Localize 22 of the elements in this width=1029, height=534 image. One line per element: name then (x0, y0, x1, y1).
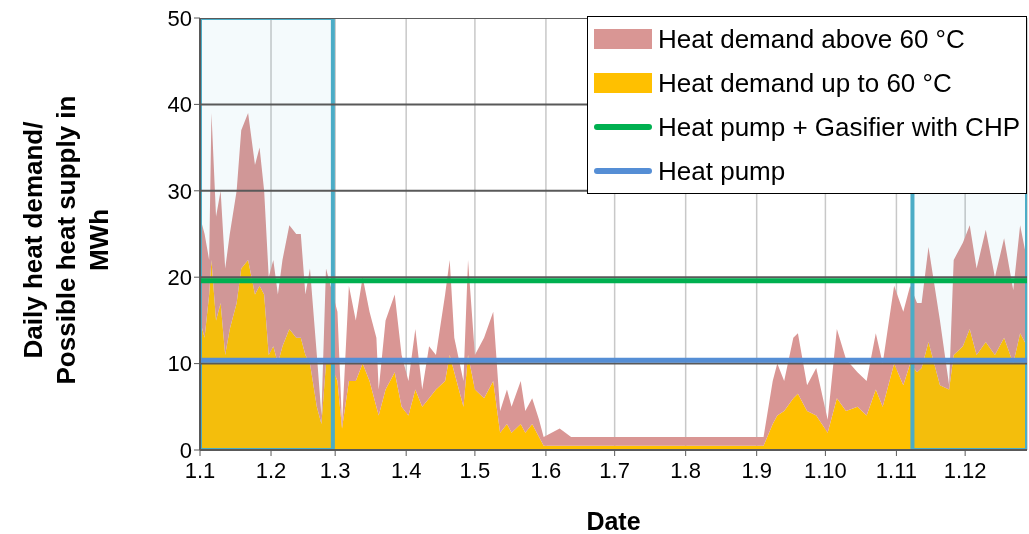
x-tick-label: 1.5 (459, 457, 491, 483)
legend-label: Heat pump (658, 155, 786, 188)
y-tick-label: 20 (167, 265, 192, 291)
y-tick-label: 40 (167, 92, 192, 118)
x-tick-label: 1.12 (943, 457, 987, 483)
x-tick-label: 1.4 (390, 457, 422, 483)
x-tick-label: 1.3 (319, 457, 351, 483)
legend-label: Heat demand up to 60 °C (658, 67, 952, 100)
legend-label: Heat demand above 60 °C (658, 23, 965, 56)
x-tick-label: 1.7 (599, 457, 630, 483)
x-tick-label: 1.10 (803, 457, 847, 483)
x-tick-label: 1.6 (530, 457, 562, 483)
y-axis-title: Daily heat demand/ Possible heat supply in MWh (18, 95, 114, 385)
x-axis-title: Date (586, 507, 641, 534)
y-tick-label: 10 (167, 351, 192, 377)
legend-label: Heat pump + Gasifier with CHP (658, 111, 1020, 144)
x-tick-label: 1.11 (875, 457, 918, 483)
x-tick-label: 1.9 (741, 457, 772, 483)
x-tick-label: 1.2 (255, 457, 287, 483)
x-tick-label: 1.8 (670, 457, 701, 483)
y-tick-label: 30 (167, 178, 192, 204)
y-tick-label: 50 (167, 5, 192, 31)
